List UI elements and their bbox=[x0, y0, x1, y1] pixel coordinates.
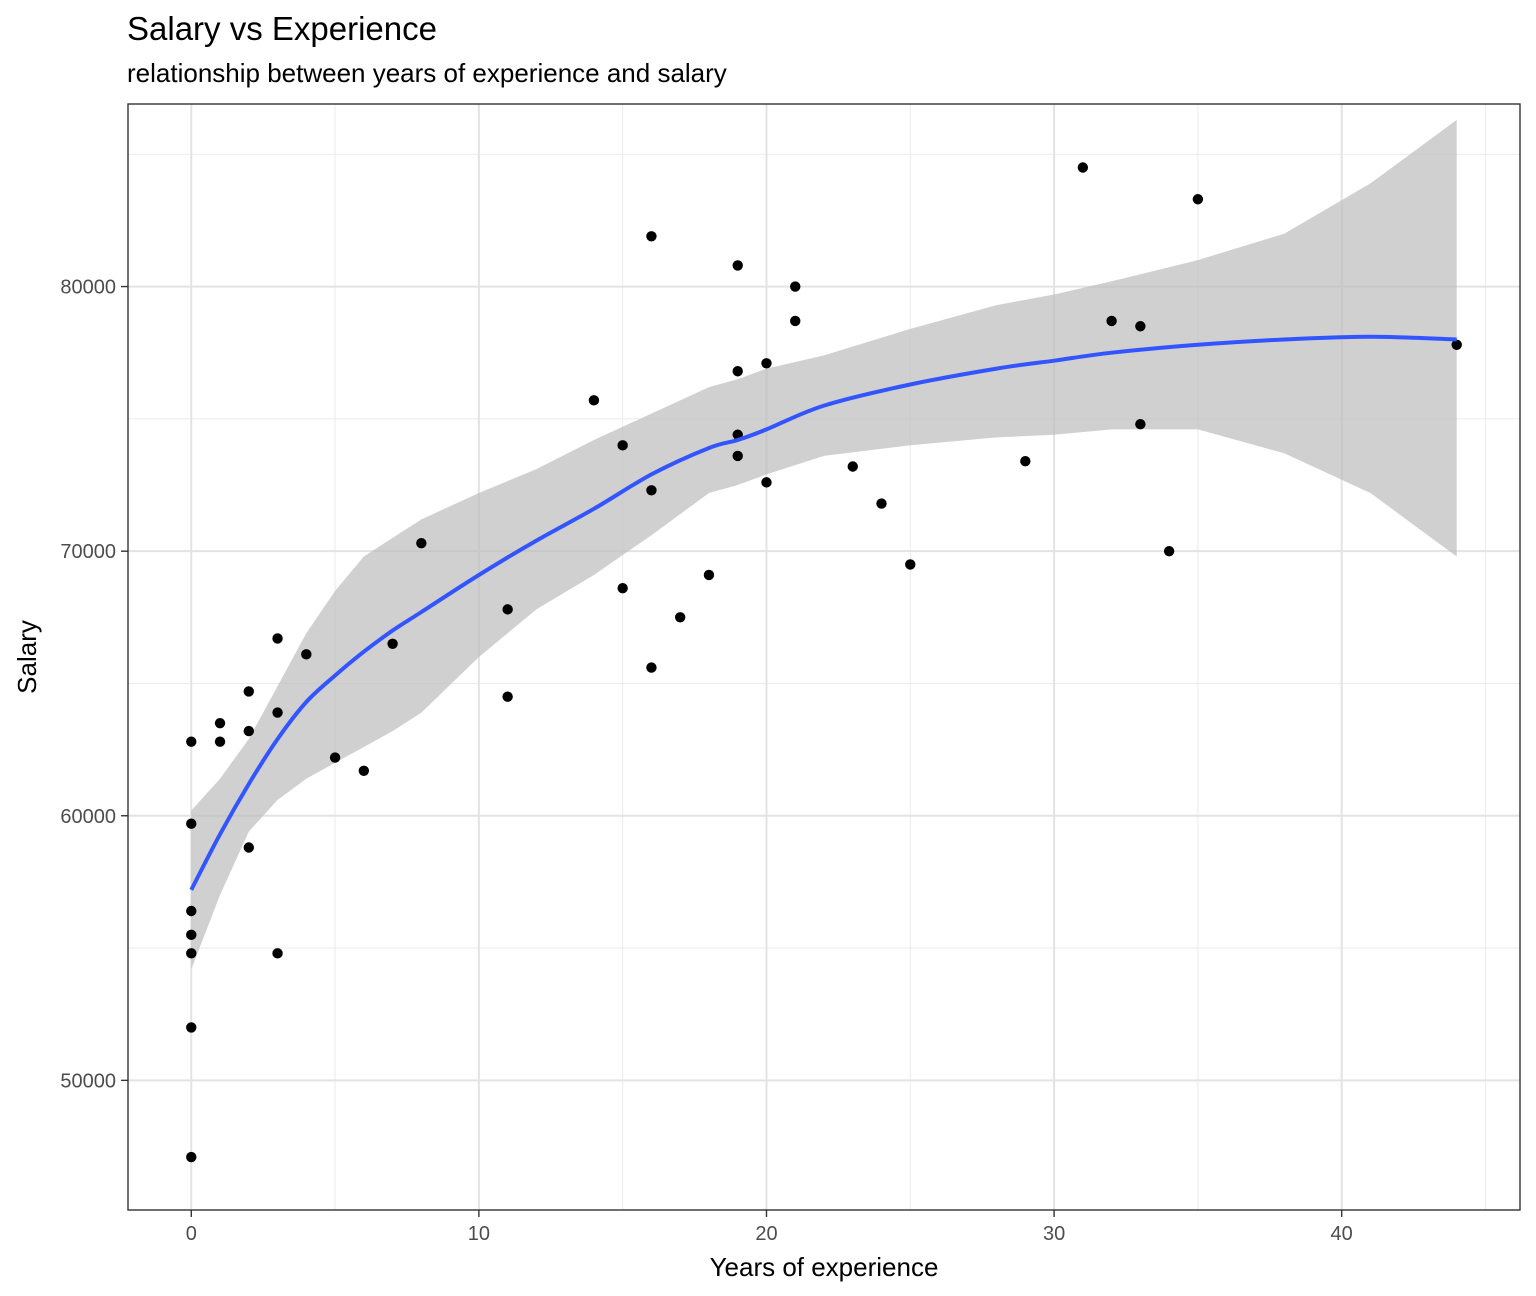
y-axis: 50000 60000 70000 80000 bbox=[60, 277, 128, 1092]
data-point bbox=[301, 649, 312, 660]
y-tick-label: 80000 bbox=[60, 277, 116, 299]
data-point bbox=[847, 461, 858, 472]
data-point bbox=[617, 440, 628, 451]
data-point bbox=[732, 450, 743, 462]
data-point bbox=[243, 725, 254, 737]
data-point bbox=[761, 477, 772, 488]
data-point bbox=[732, 260, 743, 271]
data-point bbox=[272, 707, 283, 718]
data-point bbox=[214, 717, 226, 729]
data-point bbox=[646, 662, 657, 673]
major-gridlines bbox=[128, 104, 1520, 1210]
data-point bbox=[358, 765, 370, 776]
data-point bbox=[617, 583, 628, 594]
data-point bbox=[186, 736, 197, 747]
data-point bbox=[1135, 321, 1146, 332]
data-point bbox=[329, 752, 341, 763]
data-point bbox=[243, 686, 254, 697]
data-point bbox=[1451, 339, 1462, 350]
plot-panel bbox=[127, 103, 1521, 1211]
data-point bbox=[387, 638, 398, 649]
data-point bbox=[732, 366, 743, 377]
data-point bbox=[416, 538, 427, 549]
data-point bbox=[1135, 418, 1146, 430]
data-point bbox=[1163, 545, 1175, 557]
x-tick-label: 30 bbox=[1043, 1223, 1065, 1245]
y-tick-label: 60000 bbox=[60, 806, 116, 828]
y-tick-label: 50000 bbox=[60, 1070, 116, 1092]
y-axis-label: Salary bbox=[12, 620, 42, 694]
x-tick-label: 20 bbox=[755, 1223, 777, 1245]
confidence-band-layer bbox=[191, 119, 1457, 970]
data-point bbox=[186, 929, 197, 941]
data-point bbox=[502, 604, 513, 615]
data-point bbox=[186, 1151, 197, 1163]
data-point bbox=[790, 315, 801, 327]
x-axis: 0 10 20 30 40 bbox=[186, 1210, 1353, 1245]
data-point bbox=[502, 691, 513, 702]
confidence-band bbox=[191, 119, 1457, 970]
x-axis-label: Years of experience bbox=[710, 1252, 939, 1282]
data-point bbox=[272, 948, 283, 959]
y-tick-label: 70000 bbox=[60, 541, 116, 563]
data-point bbox=[761, 358, 772, 369]
data-point bbox=[186, 818, 197, 829]
data-point bbox=[186, 905, 197, 917]
x-tick-label: 10 bbox=[468, 1223, 490, 1245]
x-tick-label: 0 bbox=[186, 1223, 197, 1245]
data-point bbox=[1020, 456, 1031, 467]
data-point bbox=[703, 569, 715, 581]
chart-subtitle: relationship between years of experience… bbox=[127, 58, 727, 88]
data-point bbox=[1106, 315, 1117, 327]
data-point bbox=[876, 498, 887, 509]
data-point bbox=[186, 1022, 197, 1033]
data-point bbox=[186, 948, 197, 959]
data-point bbox=[646, 231, 657, 242]
data-point bbox=[243, 842, 254, 853]
points-layer bbox=[186, 162, 1462, 1163]
data-point bbox=[214, 736, 226, 747]
data-point bbox=[1077, 162, 1089, 173]
chart-title: Salary vs Experience bbox=[127, 10, 437, 47]
data-point bbox=[790, 281, 801, 292]
data-point bbox=[905, 559, 916, 570]
plot-border bbox=[127, 103, 1521, 1211]
data-point bbox=[272, 633, 283, 644]
smooth-trend-line bbox=[189, 334, 1457, 891]
data-point bbox=[588, 395, 600, 406]
smooth-line-layer bbox=[189, 334, 1457, 891]
data-point bbox=[1192, 194, 1204, 205]
data-point bbox=[646, 485, 657, 496]
data-point bbox=[674, 612, 686, 623]
x-tick-label: 40 bbox=[1331, 1223, 1353, 1245]
